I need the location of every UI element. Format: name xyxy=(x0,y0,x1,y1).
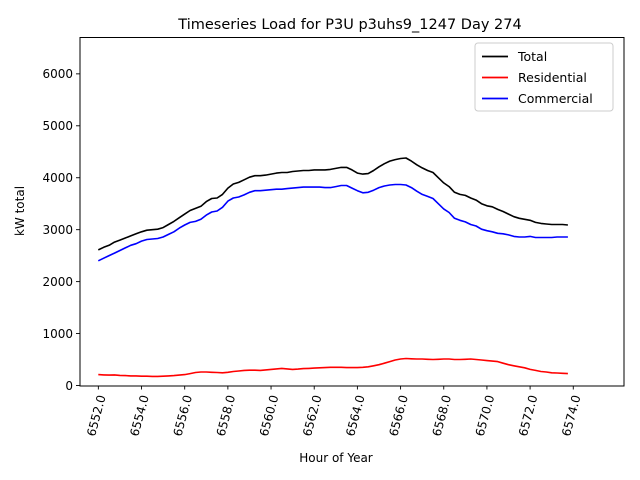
plot-frame xyxy=(79,37,625,387)
x-tick-label: 6570.0 xyxy=(473,394,497,438)
y-tick-label: 5000 xyxy=(42,119,73,133)
legend: Total Residential Commercial xyxy=(474,42,614,112)
y-tick-label: 6000 xyxy=(42,67,73,81)
x-tick-label: 6554.0 xyxy=(127,394,151,438)
chart-title: Timeseries Load for P3U p3uhs9_1247 Day … xyxy=(177,17,521,33)
y-tick-label: 3000 xyxy=(42,223,73,237)
y-tick-label: 0 xyxy=(65,379,73,393)
legend-frame xyxy=(474,42,614,112)
x-tick-label: 6564.0 xyxy=(343,394,367,438)
x-tick-label: 6552.0 xyxy=(84,394,108,438)
legend-label-total: Total xyxy=(517,49,547,64)
x-tick-label: 6574.0 xyxy=(559,394,583,438)
x-tick-label: 6558.0 xyxy=(214,394,238,438)
legend-label-commercial: Commercial xyxy=(518,91,593,106)
y-axis-label: kW total xyxy=(13,186,27,236)
series-line-commercial xyxy=(97,183,568,262)
y-tick-label: 4000 xyxy=(42,171,73,185)
y-tick-label: 2000 xyxy=(42,275,73,289)
x-tick-label: 6568.0 xyxy=(430,394,454,438)
x-tick-label: 6560.0 xyxy=(257,394,281,438)
x-tick-label: 6566.0 xyxy=(386,394,410,438)
legend-label-residential: Residential xyxy=(518,70,587,85)
x-axis: 6552.0 6554.0 6556.0 6558.0 6560.0 6562.0 6564… xyxy=(84,385,584,438)
series-line-residential xyxy=(98,357,568,378)
series-line-total xyxy=(97,157,568,251)
y-tick-label: 1000 xyxy=(42,327,73,341)
x-tick-label: 6572.0 xyxy=(516,394,540,438)
x-tick-label: 6556.0 xyxy=(171,394,195,438)
y-axis: 0 1000 2000 3000 4000 5000 6000 xyxy=(42,67,80,393)
x-axis-label: Hour of Year xyxy=(299,451,373,465)
x-tick-label: 6562.0 xyxy=(300,394,324,438)
plot-lines xyxy=(97,157,568,378)
